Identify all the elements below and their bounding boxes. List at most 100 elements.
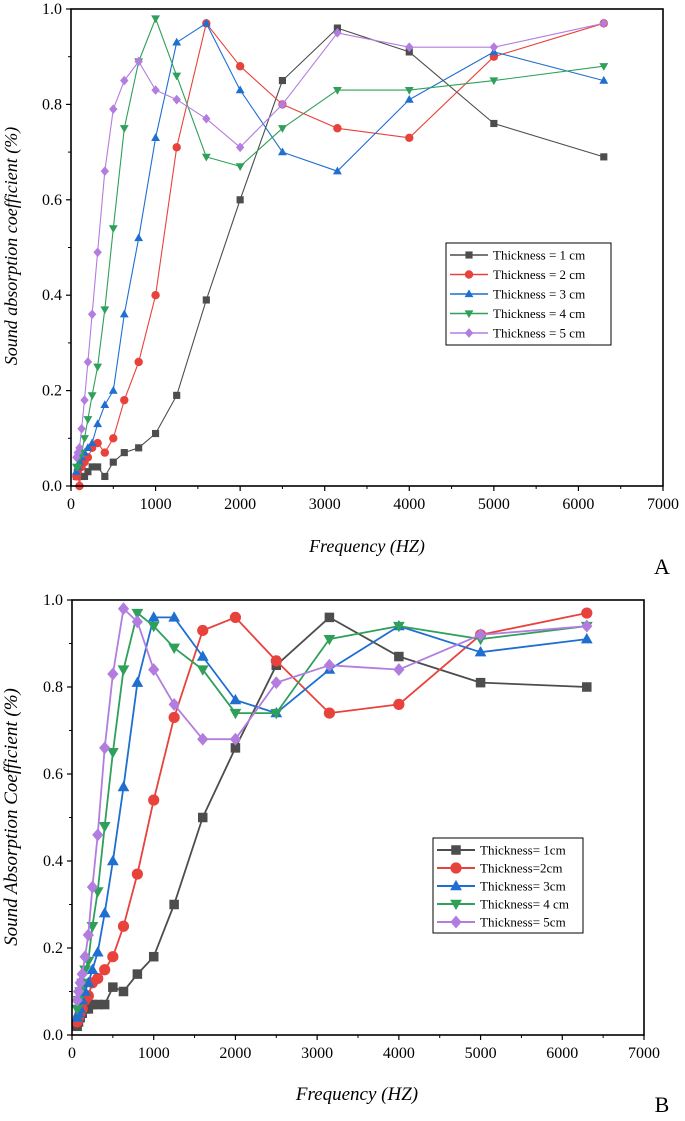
chart-b-legend-item: Thickness= 4 cm [437, 897, 569, 912]
chart-b-x-tick-label: 3000 [301, 1045, 333, 1062]
chart-b-series-5-point [131, 615, 143, 629]
chart-a-x-tick-label: 3000 [309, 496, 341, 513]
chart-b-series-5-point [71, 993, 83, 1007]
chart-b-series-2-point [131, 868, 143, 880]
chart-b-series-4-point [106, 748, 119, 759]
chart-b-legend-item: Thickness= 5cm [437, 915, 566, 930]
chart-a-series-1-point [101, 472, 109, 481]
chart-b-series-1-point [132, 969, 143, 979]
chart-a-y-tick-label: 1.0 [42, 1, 62, 18]
chart-b-plot-frame [71, 599, 645, 1036]
chart-b-series-1-point [169, 899, 179, 910]
chart-b-series-1-point [92, 999, 103, 1010]
chart-b-series-2-point [168, 711, 180, 724]
chart-a-series-5-point [100, 166, 110, 177]
chart-b-series-3-point [98, 907, 111, 918]
chart-a-series-1-point [120, 449, 128, 457]
chart-a-series-3-point [83, 443, 93, 451]
chart-b-series-5-point [197, 732, 209, 746]
chart-b-series-2-point [323, 707, 335, 719]
chart-b-series-5-point [74, 976, 86, 990]
chart-b-series-3-point [168, 611, 181, 622]
chart-b-series-5-point [99, 741, 111, 755]
chart-b-y-ticks: 0.0 0.2 0.4 0.6 0.8 1.0 [43, 592, 72, 1044]
chart-a-series-2-point [172, 143, 181, 152]
chart-b-legend-marker [450, 862, 462, 874]
chart-a-series-4-point [599, 63, 609, 71]
chart-a-series-4-point [332, 86, 342, 95]
chart-a-y-tick-label: 0.6 [42, 192, 62, 209]
chart-a-series-2-point [151, 291, 160, 300]
chart-b-x-tick-label: 2000 [219, 1045, 251, 1062]
chart-a-y-ticks: 0.0 0.2 0.4 0.6 0.8 1.0 [42, 1, 71, 495]
chart-b-series-4-point [323, 634, 336, 646]
chart-a-series-3-point [119, 309, 129, 318]
chart-b-series-3-point [106, 854, 119, 866]
chart-a-series-1-point [490, 119, 498, 128]
chart-a-series-4-point [172, 72, 182, 81]
chart-a-series-1-point [600, 153, 608, 161]
chart-a-x-tick-label: 0 [67, 496, 75, 513]
chart-a-series-3-point [235, 85, 245, 94]
chart-a-legend-marker [464, 310, 474, 319]
chart-b-series-3-point [86, 963, 99, 974]
chart-a-series-4-point [404, 86, 414, 95]
chart-b-series-4-point [168, 643, 181, 655]
chart-b-series-3-point [196, 650, 209, 661]
chart-b-y-tick-label: 0.6 [43, 766, 63, 783]
chart-a-legend-label: Thickness = 1 cm [493, 248, 585, 263]
chart-a-series-3-point [172, 37, 182, 46]
chart-a-series-4-point [83, 416, 93, 424]
chart-a-series-4-point [87, 392, 97, 400]
chart-a-y-tick-label: 0.4 [42, 287, 62, 304]
chart-b-y-tick-label: 1.0 [43, 592, 63, 609]
chart-a-x-tick-label: 6000 [562, 496, 594, 513]
chart-b-series-5-point [270, 676, 282, 690]
chart-b-series-1-point [197, 812, 208, 823]
chart-a-series-1-point [80, 472, 89, 481]
chart-a-series-3-point [134, 233, 144, 242]
chart-b-legend-marker [451, 845, 461, 855]
chart-b-series-1 [72, 612, 592, 1032]
chart-b-series-3-point [580, 632, 593, 644]
chart-a-series-4-point [235, 163, 245, 172]
chart-a-series-5-point [151, 85, 160, 95]
chart-a-series-3-point [87, 438, 97, 447]
chart-a-y-tick-label: 0.2 [42, 383, 62, 400]
chart-a-series-3-point [108, 385, 118, 394]
chart-a-series-4-point [108, 225, 118, 234]
chart-a-series-1-point [152, 429, 160, 438]
chart-b-x-ticks: 0 1000 2000 3000 4000 5000 6000 7000 [68, 1035, 660, 1062]
chart-b-legend-marker [450, 879, 462, 891]
chart-b-series-1-point [87, 999, 98, 1010]
chart-a-series-4-point [489, 77, 499, 86]
chart-a-x-tick-label: 1000 [140, 496, 172, 513]
chart-b-x-tick-label: 1000 [138, 1045, 170, 1062]
chart-b-series-2-point [581, 607, 593, 619]
chart-a-series-1-point [88, 463, 96, 471]
chart-b-series-2-point [107, 951, 119, 963]
chart-b-legend-marker [450, 899, 462, 911]
chart-b: Thickness= 1cm Thickness=2cm Thickness= 3c… [1, 592, 669, 1117]
chart-a-legend-marker [464, 289, 474, 298]
chart-a-x-tick-label: 2000 [224, 496, 256, 513]
chart-a-x-tick-label: 4000 [393, 496, 425, 513]
chart-a-series-5 [72, 18, 608, 463]
chart-b-x-tick-label: 0 [68, 1045, 76, 1062]
chart-b-legend-label: Thickness=2cm [480, 861, 562, 876]
chart-a-series-5-point [120, 75, 129, 86]
chart-b-series-2-point [92, 972, 104, 985]
chart-a-series-5-point [202, 113, 211, 124]
chart-a-legend-marker [464, 328, 474, 338]
chart-b-series-3-point [82, 976, 95, 987]
chart-b-x-axis-label: Frequency (HZ) [295, 1084, 418, 1105]
chart-a-series-5-point [599, 18, 608, 29]
chart-a-series-3-point [278, 147, 287, 156]
chart-b-series-5-point [323, 658, 335, 672]
chart-b-series-3-point [117, 780, 130, 792]
chart-b-series-5-point [76, 967, 88, 981]
chart-b-series-2-point [99, 964, 111, 976]
chart-a-series-4-point [93, 363, 103, 372]
chart-b-panel-label: B [655, 1092, 670, 1117]
chart-b-series-4-point [98, 822, 111, 833]
